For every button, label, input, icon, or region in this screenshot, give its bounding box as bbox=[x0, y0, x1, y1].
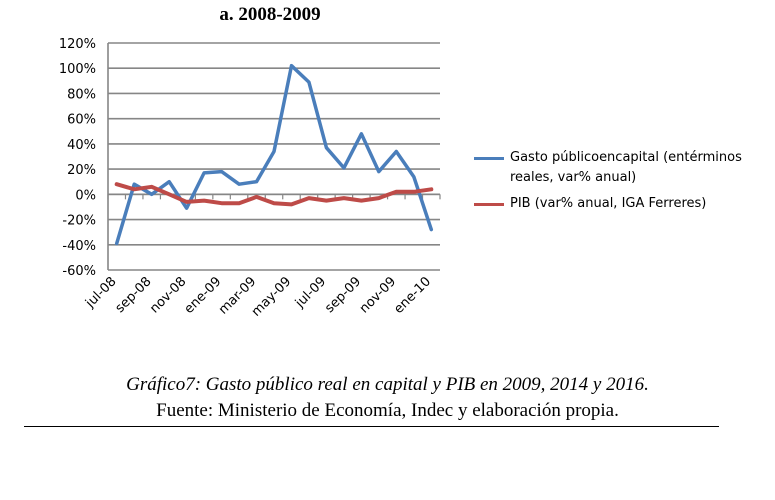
y-tick-label: 20% bbox=[67, 163, 96, 178]
x-tick-label: ene-09 bbox=[182, 274, 225, 317]
series-line-1 bbox=[114, 63, 434, 246]
x-tick-label: nov-08 bbox=[147, 274, 189, 316]
y-tick-label: 120% bbox=[59, 37, 96, 52]
caption-divider bbox=[24, 426, 719, 427]
legend-item-1: Gasto públicoencapital (entérminos reale… bbox=[470, 148, 770, 188]
x-tick-label: sep-08 bbox=[113, 274, 155, 316]
y-tick-label: 40% bbox=[67, 138, 96, 153]
legend-label: PIB (var% anual, IGA Ferreres) bbox=[510, 196, 707, 211]
figure-source: Fuente: Ministerio de Economía, Indec y … bbox=[156, 400, 619, 421]
legend-swatch bbox=[474, 157, 504, 160]
chart-legend: Gasto públicoencapital (entérminos reale… bbox=[470, 148, 770, 220]
y-tick-label: -40% bbox=[62, 239, 96, 254]
series-line-2 bbox=[114, 182, 434, 207]
y-tick-label: 80% bbox=[67, 87, 96, 102]
legend-label: Gasto públicoencapital (entérminos reale… bbox=[510, 150, 742, 185]
x-tick-label: may-09 bbox=[249, 274, 294, 319]
x-tick-label: ene-10 bbox=[391, 274, 434, 317]
y-tick-label: -60% bbox=[62, 264, 96, 279]
legend-swatch bbox=[474, 203, 504, 206]
x-tick-label: nov-09 bbox=[357, 274, 399, 316]
y-tick-label: 0% bbox=[75, 188, 96, 203]
y-tick-label: -20% bbox=[62, 214, 96, 229]
chart: a. 2008-2009 -60% -40% -20% 0% 20% 40% 60% 80% 1… bbox=[59, 4, 770, 320]
chart-plot: -60%-40%-20%0%20%40%60%80%100%120%jul-08… bbox=[59, 37, 441, 320]
y-tick-label: 60% bbox=[67, 113, 96, 128]
y-tick-label: 100% bbox=[59, 62, 96, 77]
figure-caption: Gráfico7: Gasto público real en capital … bbox=[126, 374, 649, 395]
chart-title: a. 2008-2009 bbox=[219, 4, 321, 25]
x-tick-label: sep-09 bbox=[322, 274, 364, 316]
legend-item-2: PIB (var% anual, IGA Ferreres) bbox=[470, 194, 770, 214]
